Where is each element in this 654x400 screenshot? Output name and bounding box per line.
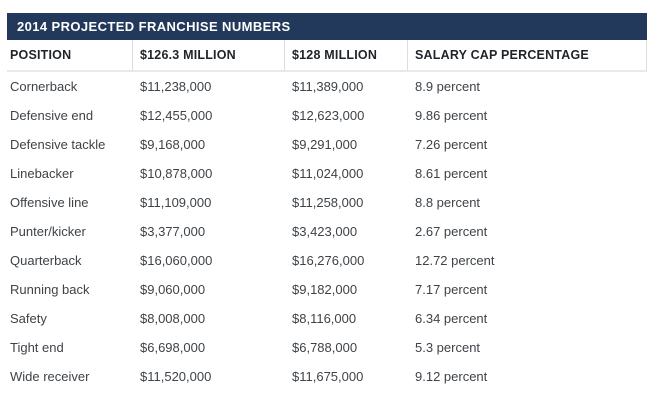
- cell-cap-126-3: $9,168,000: [140, 137, 206, 152]
- table-row: Quarterback $16,060,000 $16,276,000 12.72 p…: [7, 246, 647, 275]
- table-title: 2014 PROJECTED FRANCHISE NUMBERS: [17, 19, 291, 34]
- cell-cap-128: $12,623,000: [292, 108, 365, 123]
- cell-cap-128: $3,423,000: [292, 224, 358, 239]
- cell-cap-128: $16,276,000: [292, 253, 365, 268]
- cell-cap-128: $9,291,000: [292, 137, 358, 152]
- table-row: Linebacker $10,878,000 $11,024,000 8.61 per…: [7, 159, 647, 188]
- table-body: Cornerback $11,238,000 $11,389,000 8.9 perc…: [7, 72, 647, 391]
- cell-cap-126-3: $8,008,000: [140, 311, 206, 326]
- cell-cap-126-3: $11,520,000: [140, 369, 212, 384]
- cell-cap-128: $6,788,000: [292, 340, 358, 355]
- cell-cap-128: $9,182,000: [292, 282, 358, 297]
- cell-position: Linebacker: [10, 166, 74, 181]
- cell-cap-128: $8,116,000: [292, 311, 357, 326]
- column-header-126-3-million: $126.3 MILLION: [133, 40, 285, 70]
- cell-position: Cornerback: [10, 79, 78, 94]
- cell-cap-128: $11,389,000: [292, 79, 364, 94]
- table-row: Safety $8,008,000 $8,116,000 6.34 percent: [7, 304, 647, 333]
- cell-position: Punter/kicker: [10, 224, 86, 239]
- table-row: Defensive end $12,455,000 $12,623,000 9.86 …: [7, 101, 647, 130]
- cell-position: Wide receiver: [10, 369, 90, 384]
- column-header-position: POSITION: [7, 40, 133, 70]
- cell-salary-cap-pct: 5.3 percent: [415, 340, 481, 355]
- cell-salary-cap-pct: 7.17 percent: [415, 282, 488, 297]
- cell-salary-cap-pct: 7.26 percent: [415, 137, 488, 152]
- cell-salary-cap-pct: 8.61 percent: [415, 166, 488, 181]
- cell-cap-126-3: $11,109,000: [140, 195, 212, 210]
- franchise-numbers-table: 2014 PROJECTED FRANCHISE NUMBERS POSITIO…: [7, 13, 647, 391]
- table-row: Running back $9,060,000 $9,182,000 7.17 per…: [7, 275, 647, 304]
- cell-cap-128: $11,024,000: [292, 166, 364, 181]
- column-header-128-million: $128 MILLION: [285, 40, 408, 70]
- table-row: Defensive tackle $9,168,000 $9,291,000 7.26…: [7, 130, 647, 159]
- cell-position: Defensive end: [10, 108, 94, 123]
- table-header-row: POSITION $126.3 MILLION $128 MILLION SAL…: [7, 40, 647, 72]
- column-header-salary-cap-percentage: SALARY CAP PERCENTAGE: [408, 40, 647, 70]
- cell-cap-126-3: $16,060,000: [140, 253, 213, 268]
- cell-cap-126-3: $11,238,000: [140, 79, 212, 94]
- cell-salary-cap-pct: 2.67 percent: [415, 224, 488, 239]
- cell-salary-cap-pct: 9.12 percent: [415, 369, 488, 384]
- table-row: Tight end $6,698,000 $6,788,000 5.3 percent: [7, 333, 647, 362]
- cell-salary-cap-pct: 6.34 percent: [415, 311, 488, 326]
- cell-position: Safety: [10, 311, 47, 326]
- cell-position: Quarterback: [10, 253, 82, 268]
- cell-salary-cap-pct: 12.72 percent: [415, 253, 495, 268]
- cell-cap-126-3: $12,455,000: [140, 108, 213, 123]
- table-row: Wide receiver $11,520,000 $11,675,000 9.12 …: [7, 362, 647, 391]
- table-title-bar: 2014 PROJECTED FRANCHISE NUMBERS: [7, 13, 647, 40]
- cell-cap-126-3: $9,060,000: [140, 282, 206, 297]
- cell-position: Offensive line: [10, 195, 89, 210]
- cell-cap-126-3: $10,878,000: [140, 166, 213, 181]
- cell-salary-cap-pct: 9.86 percent: [415, 108, 488, 123]
- cell-position: Running back: [10, 282, 90, 297]
- cell-cap-128: $11,675,000: [292, 369, 364, 384]
- cell-cap-126-3: $3,377,000: [140, 224, 206, 239]
- cell-cap-128: $11,258,000: [292, 195, 364, 210]
- cell-salary-cap-pct: 8.9 percent: [415, 79, 481, 94]
- cell-salary-cap-pct: 8.8 percent: [415, 195, 481, 210]
- table-row: Offensive line $11,109,000 $11,258,000 8.8 …: [7, 188, 647, 217]
- table-row: Punter/kicker $3,377,000 $3,423,000 2.67 pe…: [7, 217, 647, 246]
- table-row: Cornerback $11,238,000 $11,389,000 8.9 perc…: [7, 72, 647, 101]
- cell-position: Defensive tackle: [10, 137, 106, 152]
- cell-position: Tight end: [10, 340, 64, 355]
- cell-cap-126-3: $6,698,000: [140, 340, 206, 355]
